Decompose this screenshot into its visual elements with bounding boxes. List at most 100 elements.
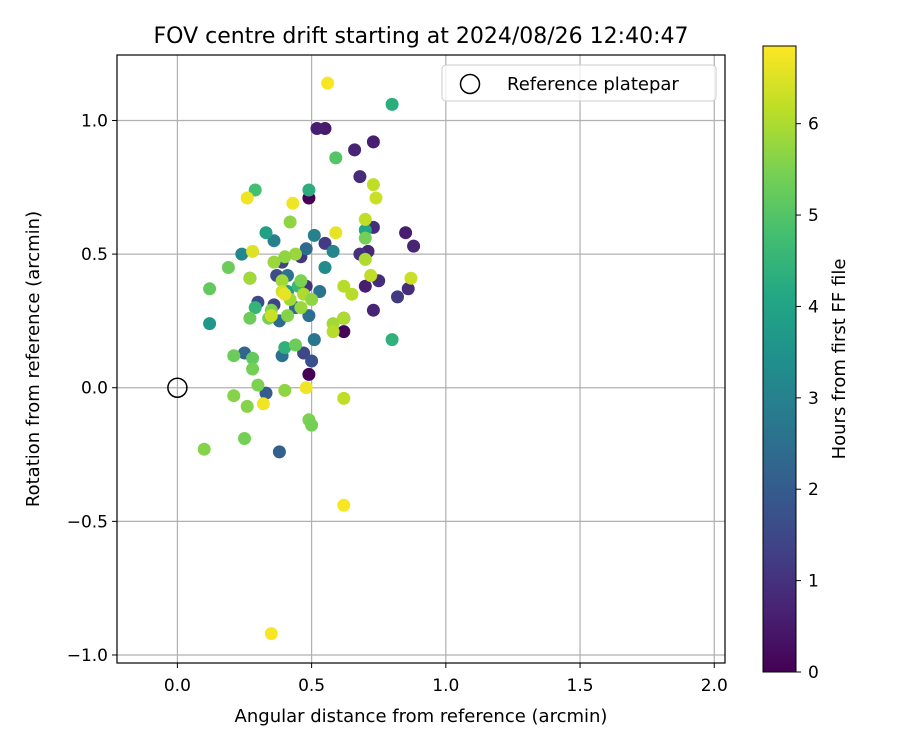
y-tick-label: 0.5 — [81, 245, 108, 265]
scatter-point — [401, 282, 415, 296]
scatter-point — [313, 285, 327, 298]
colorbar-label: Hours from first FF file — [829, 259, 850, 460]
scatter-point — [243, 311, 257, 325]
scatter-point — [337, 391, 351, 405]
scatter-point — [203, 317, 217, 331]
scatter-point — [364, 269, 378, 282]
scatter-point — [278, 341, 292, 355]
legend: Reference platepar — [441, 64, 717, 102]
scatter-points — [197, 76, 421, 641]
scatter-point — [235, 247, 249, 261]
scatter-point — [227, 389, 241, 403]
scatter-point — [318, 236, 332, 250]
scatter-point — [305, 293, 319, 306]
x-tick-label: 0.5 — [298, 676, 325, 696]
colorbar — [762, 45, 797, 673]
scatter-point — [246, 351, 260, 365]
scatter-point — [299, 242, 313, 256]
colorbar-tick-label: 4 — [808, 297, 819, 317]
scatter-point — [294, 274, 308, 288]
x-tick-label: 1.0 — [432, 676, 459, 696]
scatter-point — [326, 325, 340, 339]
scatter-point — [267, 255, 281, 269]
legend-label: Reference platepar — [507, 74, 679, 95]
scatter-point — [240, 191, 254, 205]
scatter-point — [286, 196, 300, 210]
scatter-point — [227, 349, 241, 363]
x-axis-label: Angular distance from reference (arcmin) — [235, 706, 608, 727]
scatter-point — [221, 261, 235, 274]
scatter-point — [326, 244, 340, 258]
plot-frame — [116, 54, 726, 664]
scatter-point — [358, 279, 372, 293]
colorbar-tick-label: 0 — [808, 663, 819, 683]
colorbar-tick-label: 1 — [808, 572, 819, 592]
scatter-point — [246, 244, 260, 258]
scatter-point — [256, 397, 270, 411]
scatter-point — [246, 362, 260, 376]
scatter-point — [289, 338, 302, 352]
scatter-point — [391, 290, 404, 304]
colorbar-tick-label: 5 — [808, 206, 819, 226]
scatter-point — [337, 279, 351, 293]
scatter-point — [297, 346, 311, 360]
scatter-point — [278, 250, 292, 264]
scatter-point — [337, 325, 351, 339]
x-tick-label: 1.5 — [567, 676, 594, 696]
scatter-point — [321, 76, 335, 90]
scatter-point — [259, 386, 273, 400]
scatter-point — [259, 226, 273, 240]
scatter-point — [283, 215, 297, 229]
scatter-point — [264, 627, 278, 641]
scatter-point — [294, 301, 308, 315]
x-tick-label: 2.0 — [701, 676, 728, 696]
scatter-point — [278, 287, 292, 301]
scatter-point — [366, 303, 380, 317]
scatter-point — [404, 271, 418, 285]
scatter-point — [329, 226, 343, 240]
colorbar-ticks: 0 1 2 3 4 5 6 — [796, 115, 819, 683]
reference-platepar-marker — [167, 377, 188, 398]
scatter-point — [278, 383, 292, 397]
scatter-point — [248, 301, 262, 315]
scatter-point — [248, 183, 262, 197]
scatter-point — [307, 228, 321, 242]
scatter-point — [302, 309, 316, 323]
scatter-point — [318, 261, 332, 274]
scatter-point — [353, 170, 367, 184]
scatter-point — [302, 367, 316, 381]
scatter-point — [267, 234, 281, 248]
y-tick-label: −1.0 — [67, 646, 108, 666]
scatter-point — [305, 354, 319, 368]
scatter-point — [348, 143, 362, 157]
scatter-point — [299, 381, 313, 395]
scatter-point — [345, 287, 359, 301]
y-tick-label: 0.0 — [81, 379, 108, 399]
scatter-point — [366, 178, 380, 192]
scatter-point — [275, 274, 289, 288]
colorbar-tick-label: 2 — [808, 480, 819, 500]
scatter-point — [305, 418, 319, 432]
scatter-point — [302, 183, 316, 197]
scatter-point — [366, 135, 380, 149]
colorbar-tick-label: 3 — [808, 389, 819, 409]
scatter-point — [399, 226, 413, 240]
scatter-point — [203, 282, 217, 296]
chart-title: FOV centre drift starting at 2024/08/26 … — [154, 24, 689, 49]
scatter-point — [307, 333, 321, 347]
legend-marker-open-circle — [459, 73, 481, 95]
x-tick-label: 0.0 — [164, 676, 191, 696]
scatter-point — [369, 191, 383, 205]
scatter-point — [358, 231, 372, 245]
scatter-point — [251, 378, 265, 392]
scatter-point — [358, 252, 372, 266]
scatter-point — [240, 399, 254, 413]
axis-ticks: 0.0 0.5 1.0 1.5 2.0 −1.0 −0.5 0.0 0.5 1.0 — [67, 111, 728, 696]
scatter-point — [385, 333, 399, 347]
scatter-point — [407, 239, 421, 253]
scatter-point — [329, 151, 343, 165]
scatter-point — [243, 271, 257, 285]
